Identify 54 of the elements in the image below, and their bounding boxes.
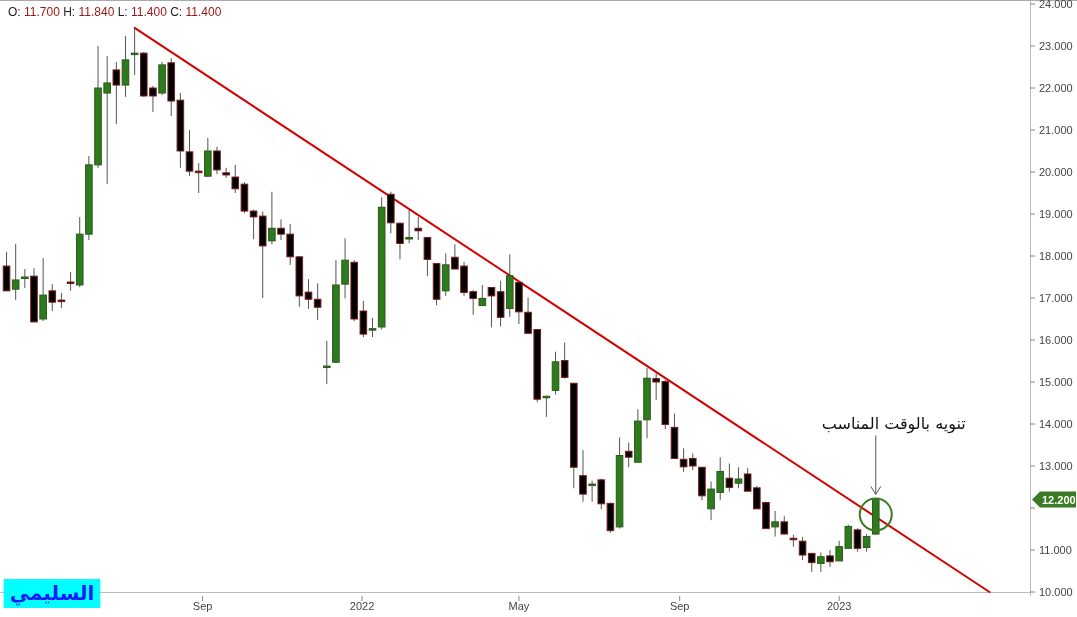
candlestick [313, 282, 322, 321]
y-tick-label: 16.000 [1039, 334, 1073, 346]
y-tick-label: 22.000 [1039, 82, 1073, 94]
y-tick-label: 19.000 [1039, 208, 1073, 220]
candlestick [588, 480, 596, 503]
candlestick [560, 342, 569, 380]
candlestick [487, 287, 496, 328]
candlestick [322, 340, 331, 385]
candlestick [11, 243, 20, 301]
y-tick-label: 21.000 [1039, 124, 1073, 136]
candlestick [21, 268, 29, 289]
y-tick-label: 17.000 [1039, 292, 1073, 304]
candlestick [780, 515, 789, 535]
candlestick [222, 167, 230, 179]
x-tick-label: 2023 [826, 600, 852, 612]
candlestick [130, 27, 139, 76]
candlestick [414, 216, 423, 241]
y-tick-label: 23.000 [1039, 40, 1073, 52]
x-tick-label: May [508, 600, 530, 612]
candlestick [112, 61, 121, 125]
y-tick-label: 20.000 [1039, 166, 1073, 178]
candlestick [826, 549, 834, 568]
candlestick [304, 278, 313, 310]
y-tick-label: 14.000 [1039, 418, 1073, 430]
y-tick-label: 11.000 [1039, 544, 1072, 556]
text: 12.200 [1042, 493, 1076, 506]
y-tick-label: 13.000 [1039, 460, 1073, 472]
candlestick [213, 146, 221, 175]
candlestick [396, 221, 404, 260]
y-tick-label: 15.000 [1039, 376, 1073, 388]
x-tick-label: Sep [669, 600, 690, 612]
candlestick [66, 271, 75, 292]
candlestick [579, 449, 587, 503]
candlestick [725, 462, 734, 493]
annotation: السليمي [9, 581, 95, 606]
candlestick [624, 441, 633, 468]
candlestick [185, 129, 194, 177]
candlestick [423, 237, 432, 277]
annotation: تنويه بالوقت المناسب [821, 414, 966, 435]
candlestick [734, 466, 743, 489]
candlestick [368, 317, 377, 338]
x-tick-label: Sep [192, 600, 213, 612]
candlestick [405, 209, 413, 244]
y-tick-label: 10.000 [1039, 586, 1073, 598]
candlestick [817, 552, 825, 573]
candlestick [268, 191, 276, 245]
candlestick [39, 257, 47, 322]
y-tick-label: 18.000 [1039, 250, 1073, 262]
annotation: O: 11.700 H: 11.840 L: 11.400 C: 11.400 [8, 5, 222, 19]
candlestick [771, 510, 779, 538]
candlestick [853, 527, 862, 553]
candlestick [478, 284, 487, 307]
y-tick-label: 24.000 [1039, 0, 1073, 10]
x-tick-label: 2022 [349, 600, 375, 612]
